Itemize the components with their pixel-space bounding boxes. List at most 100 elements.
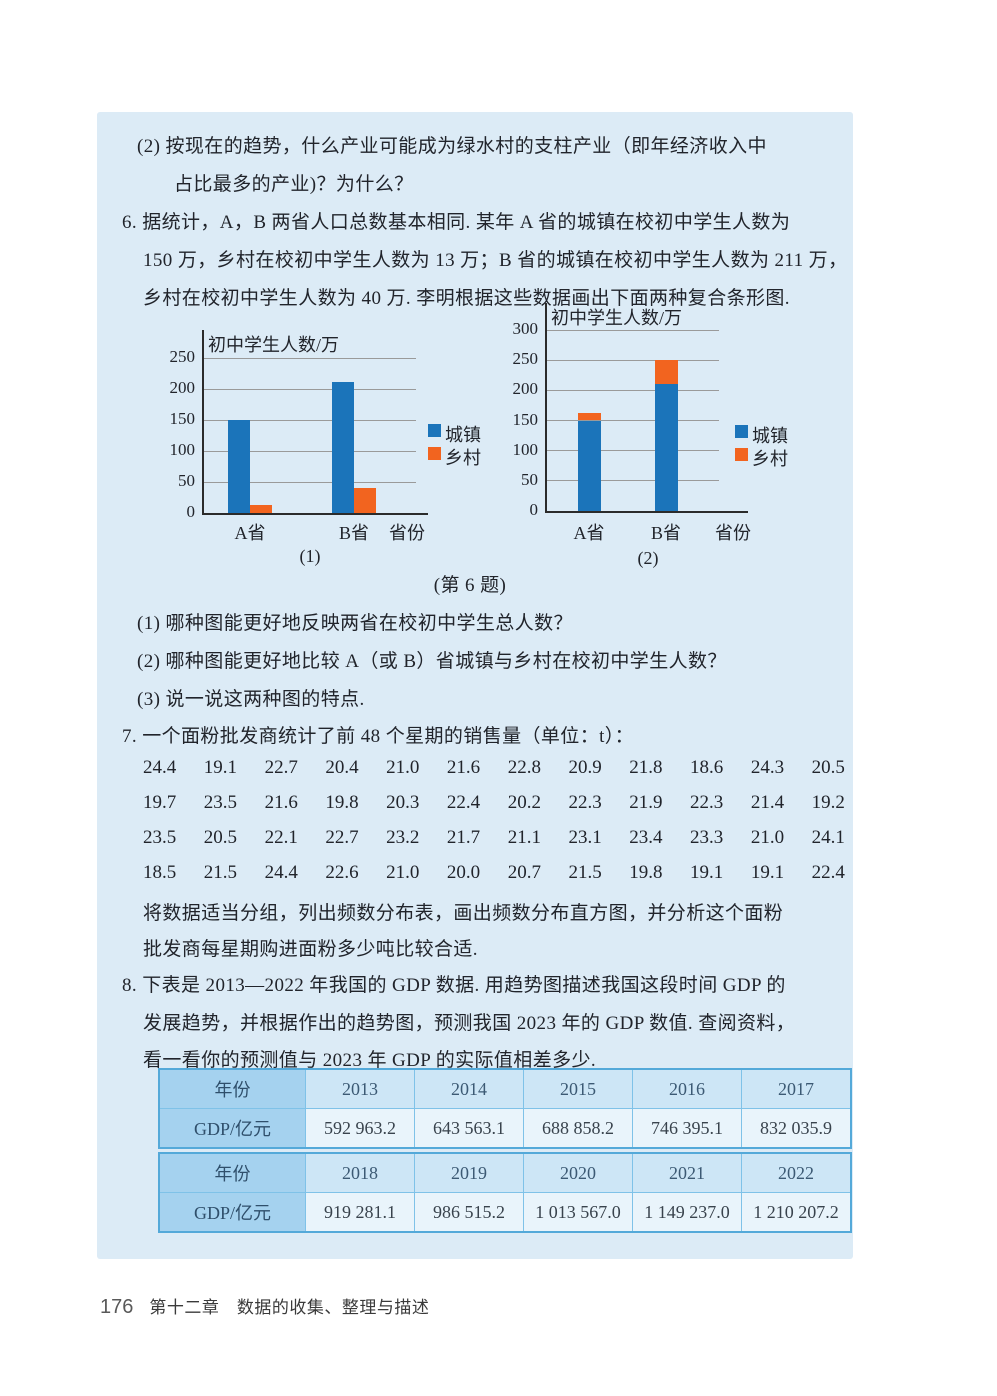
q7-data-value: 23.5 bbox=[203, 792, 238, 813]
q7-data-value: 19.7 bbox=[143, 792, 177, 813]
gdp-value-cell: 1 210 207.2 bbox=[741, 1192, 852, 1233]
y-tick-label: 200 bbox=[512, 379, 539, 399]
y-tick-label: 100 bbox=[512, 439, 539, 459]
category-label: B省 bbox=[338, 523, 370, 543]
gdp-value-cell: 592 963.2 bbox=[305, 1108, 415, 1149]
text-line-q6_subs-3: (3) 说一说这两种图的特点. bbox=[137, 689, 365, 710]
row-header-cell: GDP/亿元 bbox=[158, 1192, 306, 1233]
bar-乡村-B省 bbox=[354, 488, 376, 513]
content-panel bbox=[97, 112, 853, 1259]
x-axis-label: 省份 bbox=[389, 523, 425, 543]
q7-data-value: 19.8 bbox=[629, 862, 663, 883]
q7-data-value: 23.1 bbox=[568, 827, 602, 848]
chart-caption: (1) bbox=[299, 546, 321, 566]
q7-data-value: 22.3 bbox=[568, 792, 602, 813]
q7-data-value: 22.4 bbox=[446, 792, 481, 813]
q7-data-value: 22.3 bbox=[690, 792, 724, 813]
text-line-q8-2: 发展趋势，并根据作出的趋势图，预测我国 2023 年的 GDP 数值. 查阅资料… bbox=[143, 1013, 796, 1034]
q7-data-value: 21.0 bbox=[750, 827, 785, 848]
q7-data-value: 18.5 bbox=[143, 862, 177, 883]
category-label: B省 bbox=[650, 523, 682, 543]
gdp-value-cell: 832 035.9 bbox=[741, 1108, 852, 1149]
q7-data-value: 22.1 bbox=[264, 827, 298, 848]
x-axis-label: 省份 bbox=[715, 523, 751, 543]
table-row: GDP/亿元 919 281.1 986 515.2 1 013 567.0 1 149… bbox=[158, 1192, 852, 1233]
gridline bbox=[202, 481, 416, 483]
q7-data-value: 21.8 bbox=[629, 757, 663, 778]
y-tick-label: 150 bbox=[169, 409, 196, 428]
q7-data-value: 22.7 bbox=[325, 827, 359, 848]
bar-城镇-B省 bbox=[332, 382, 354, 513]
gridline bbox=[545, 329, 719, 331]
q7-data-value: 21.1 bbox=[507, 827, 541, 848]
legend-label-城镇: 城镇 bbox=[752, 426, 788, 446]
q7-data-value: 23.2 bbox=[386, 827, 420, 848]
x-axis bbox=[545, 511, 748, 513]
q7-data-row-4: 18.5 21.5 24.4 22.6 21.0 20.0 20.7 21.5 19.8 19.1… bbox=[143, 862, 845, 884]
q7-data-value: 20.2 bbox=[507, 792, 541, 813]
text-line-q7_lead-1: 7. 一个面粉批发商统计了前 48 个星期的销售量（单位：t）： bbox=[122, 726, 635, 747]
q7-data-value: 23.5 bbox=[143, 827, 177, 848]
year-cell: 2013 bbox=[305, 1068, 415, 1109]
legend-swatch-城镇 bbox=[428, 424, 441, 437]
gridline bbox=[545, 480, 719, 482]
text-line-fig_caption-1: (第 6 题) bbox=[433, 575, 507, 596]
q7-data-value: 19.1 bbox=[750, 862, 785, 883]
gdp-value-cell: 643 563.1 bbox=[414, 1108, 524, 1149]
q7-data-value: 24.3 bbox=[750, 757, 785, 778]
y-tick-label: 250 bbox=[169, 347, 196, 366]
y-tick-label: 150 bbox=[512, 409, 539, 429]
y-tick-label: 0 bbox=[529, 500, 539, 519]
gdp-value-cell: 688 858.2 bbox=[523, 1108, 633, 1149]
gdp-table: 年份 2013 2014 2015 2016 2017 GDP/亿元 592 963.2 643… bbox=[158, 1068, 852, 1233]
text-line-q6-2: 150 万，乡村在校初中学生人数为 13 万；B 省的城镇在校初中学生人数为 2… bbox=[143, 250, 848, 271]
q7-data-value: 21.6 bbox=[264, 792, 298, 813]
year-cell: 2014 bbox=[414, 1068, 524, 1109]
gridline bbox=[202, 388, 416, 390]
year-cell: 2015 bbox=[523, 1068, 633, 1109]
q7-data-row-1: 24.4 19.1 22.7 20.4 21.0 21.6 22.8 20.9 21.8 18.6… bbox=[143, 757, 845, 779]
y-tick-label: 50 bbox=[178, 471, 195, 490]
q7-data-value: 18.6 bbox=[690, 757, 724, 778]
year-cell: 2018 bbox=[305, 1152, 415, 1193]
year-cell: 2020 bbox=[523, 1152, 633, 1193]
q7-data-value: 21.0 bbox=[386, 862, 420, 883]
y-tick-label: 50 bbox=[521, 469, 538, 489]
year-cell: 2022 bbox=[741, 1152, 852, 1193]
q7-data-value: 20.0 bbox=[446, 862, 481, 883]
bar-城镇-B省 bbox=[654, 383, 678, 511]
gdp-table-half: 年份 2018 2019 2020 2021 2022 GDP/亿元 919 281.1 986… bbox=[158, 1152, 852, 1233]
category-label: A省 bbox=[573, 523, 605, 543]
y-tick-label: 100 bbox=[169, 440, 196, 459]
gridline bbox=[202, 450, 416, 452]
q7-data-value: 23.4 bbox=[629, 827, 663, 848]
y-axis-title: 初中学生人数/万 bbox=[551, 308, 683, 328]
q7-data-row-2: 19.7 23.5 21.6 19.8 20.3 22.4 20.2 22.3 21.9 22.3… bbox=[143, 792, 845, 814]
row-header-cell: GDP/亿元 bbox=[158, 1108, 306, 1149]
q7-data-value: 19.2 bbox=[811, 792, 845, 813]
gdp-table-half: 年份 2013 2014 2015 2016 2017 GDP/亿元 592 963.2 643… bbox=[158, 1068, 852, 1149]
q7-data-value: 22.7 bbox=[264, 757, 298, 778]
q7-data-value: 22.8 bbox=[507, 757, 541, 778]
table-row: 年份 2018 2019 2020 2021 2022 bbox=[158, 1152, 852, 1193]
gdp-value-cell: 746 395.1 bbox=[632, 1108, 742, 1149]
page-number: 176 bbox=[100, 1296, 134, 1318]
text-line-q8-3: 看一看你的预测值与 2023 年 GDP 的实际值相差多少. bbox=[143, 1050, 597, 1071]
q7-data-value: 23.3 bbox=[690, 827, 724, 848]
q7-data-value: 21.9 bbox=[629, 792, 663, 813]
legend-label-乡村: 乡村 bbox=[445, 448, 481, 468]
x-axis bbox=[202, 513, 428, 515]
gridline bbox=[545, 359, 719, 361]
gridline bbox=[202, 357, 416, 359]
legend-label-城镇: 城镇 bbox=[445, 425, 481, 445]
gdp-value-cell: 1 013 567.0 bbox=[523, 1192, 633, 1233]
table-row: 年份 2013 2014 2015 2016 2017 bbox=[158, 1068, 852, 1109]
q7-data-value: 20.4 bbox=[325, 757, 359, 778]
y-axis bbox=[202, 330, 204, 513]
q7-data-value: 24.4 bbox=[143, 757, 177, 778]
legend-swatch-乡村 bbox=[428, 447, 441, 460]
q7-data-value: 19.1 bbox=[203, 757, 238, 778]
q7-data-value: 20.5 bbox=[203, 827, 238, 848]
q7-data-value: 20.5 bbox=[811, 757, 845, 778]
